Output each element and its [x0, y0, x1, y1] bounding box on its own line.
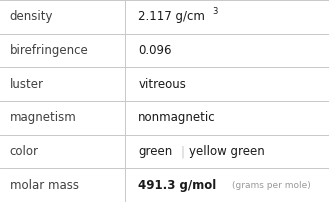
Text: molar mass: molar mass [10, 179, 79, 192]
Text: magnetism: magnetism [10, 111, 77, 124]
Text: |: | [181, 145, 185, 158]
Text: yellow green: yellow green [189, 145, 265, 158]
Text: 3: 3 [212, 7, 217, 16]
Text: (grams per mole): (grams per mole) [232, 181, 311, 190]
Text: 0.096: 0.096 [138, 44, 172, 57]
Text: luster: luster [10, 78, 44, 91]
Text: green: green [138, 145, 172, 158]
Text: nonmagnetic: nonmagnetic [138, 111, 216, 124]
Text: color: color [10, 145, 39, 158]
Text: 2.117 g/cm: 2.117 g/cm [138, 10, 205, 23]
Text: birefringence: birefringence [10, 44, 89, 57]
Text: vitreous: vitreous [138, 78, 186, 91]
Text: density: density [10, 10, 53, 23]
Text: 491.3 g/mol: 491.3 g/mol [138, 179, 216, 192]
